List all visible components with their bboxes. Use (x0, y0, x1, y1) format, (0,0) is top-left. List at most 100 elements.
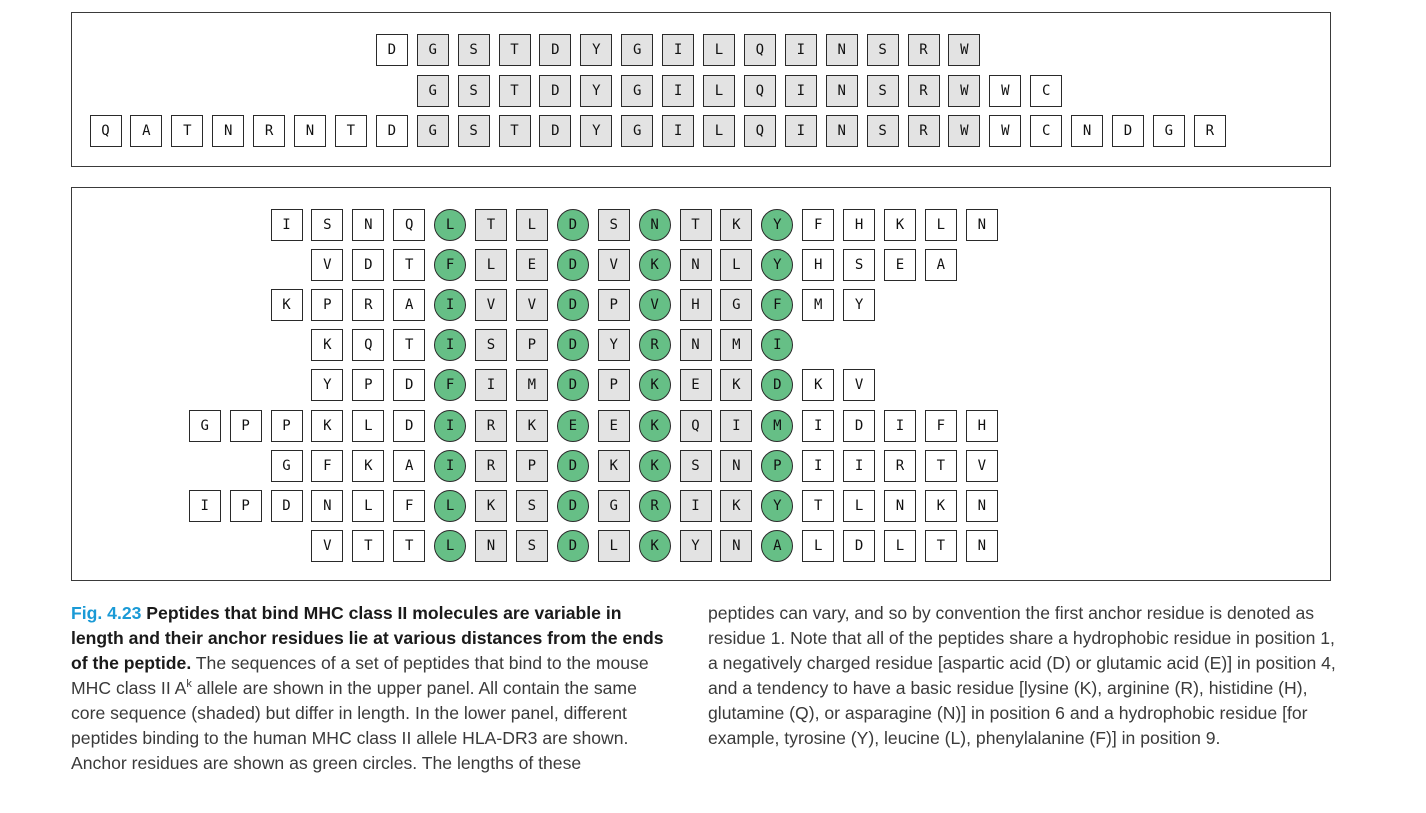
core-residue-cell: L (720, 248, 753, 281)
residue-cell: D (375, 33, 408, 66)
residue-cell: K (802, 369, 835, 402)
anchor-residue-circle: R (638, 489, 671, 522)
core-residue-cell: T (498, 74, 531, 107)
core-residue-cell: S (866, 74, 899, 107)
residue-cell: N (884, 489, 916, 522)
anchor-residue-circle: D (556, 489, 589, 522)
residue-cell: I (802, 409, 835, 442)
core-residue-cell: N (825, 114, 858, 147)
residue-cell: K (311, 329, 344, 362)
core-residue-cell: Y (580, 114, 613, 147)
residue-cell: K (924, 489, 957, 522)
core-residue-cell: V (597, 248, 630, 281)
anchor-residue-circle: L (434, 208, 467, 241)
residue-cell: G (1152, 114, 1185, 147)
figure-title: Peptides that bind MHC class II molecule… (71, 603, 664, 673)
core-residue-cell: G (597, 489, 630, 522)
residue-cell: V (843, 369, 876, 402)
residue-cell: D (393, 369, 426, 402)
core-residue-cell: K (515, 409, 548, 442)
figure-caption-right-column: peptides can vary, and so by convention … (708, 601, 1348, 751)
residue-cell: D (1112, 114, 1144, 147)
core-residue-cell: S (457, 74, 490, 107)
core-residue-cell: S (515, 530, 548, 563)
core-residue-cell: Q (743, 33, 776, 66)
core-residue-cell: H (679, 288, 712, 321)
core-residue-cell: N (720, 449, 753, 482)
core-residue-cell: I (662, 74, 695, 107)
residue-cell: A (924, 248, 957, 281)
anchor-residue-circle: F (434, 248, 467, 281)
core-residue-cell: V (515, 288, 548, 321)
core-residue-cell: G (416, 74, 449, 107)
core-residue-cell: D (539, 33, 572, 66)
residue-cell: R (884, 449, 916, 482)
core-residue-cell: E (515, 248, 548, 281)
residue-cell: I (802, 449, 835, 482)
residue-cell: L (884, 530, 916, 563)
caption-body-part2: allele are shown in the upper panel. All… (71, 678, 637, 773)
residue-cell: I (884, 409, 916, 442)
core-residue-cell: S (597, 208, 630, 241)
core-residue-cell: P (597, 369, 630, 402)
core-residue-cell: N (475, 530, 507, 563)
anchor-residue-circle: D (556, 369, 589, 402)
residue-cell: E (884, 248, 916, 281)
residue-cell: L (924, 208, 957, 241)
residue-cell: K (311, 409, 344, 442)
residue-cell: N (965, 530, 998, 563)
residue-cell: P (352, 369, 385, 402)
residue-cell: V (311, 248, 344, 281)
core-residue-cell: K (720, 369, 753, 402)
core-residue-cell: L (703, 33, 735, 66)
residue-cell: Y (843, 288, 876, 321)
core-residue-cell: L (703, 74, 735, 107)
anchor-residue-circle: D (556, 530, 589, 563)
core-residue-cell: W (948, 33, 981, 66)
allele-superscript: k (186, 678, 192, 691)
residue-cell: P (229, 489, 262, 522)
residue-cell: D (393, 409, 426, 442)
residue-cell: T (334, 114, 367, 147)
core-residue-cell: R (475, 449, 507, 482)
core-residue-cell: N (825, 74, 858, 107)
core-residue-cell: S (457, 114, 490, 147)
anchor-residue-circle: D (556, 449, 589, 482)
residue-cell: M (802, 288, 835, 321)
core-residue-cell: K (720, 489, 753, 522)
anchor-residue-circle: F (761, 288, 794, 321)
anchor-residue-circle: K (638, 449, 671, 482)
residue-cell: N (965, 208, 998, 241)
core-residue-cell: N (825, 33, 858, 66)
core-residue-cell: P (597, 288, 630, 321)
residue-cell: D (843, 409, 876, 442)
residue-cell: R (352, 288, 385, 321)
core-residue-cell: W (948, 74, 981, 107)
residue-cell: L (352, 489, 385, 522)
residue-cell: P (229, 409, 262, 442)
anchor-residue-circle: N (638, 208, 671, 241)
anchor-residue-circle: P (761, 449, 794, 482)
anchor-residue-circle: I (434, 409, 467, 442)
anchor-residue-circle: D (556, 288, 589, 321)
anchor-residue-circle: D (556, 329, 589, 362)
residue-cell: A (130, 114, 163, 147)
anchor-residue-circle: D (556, 248, 589, 281)
residue-cell: L (352, 409, 385, 442)
residue-cell: R (1193, 114, 1226, 147)
residue-cell: T (393, 329, 426, 362)
residue-cell: S (843, 248, 876, 281)
anchor-residue-circle: L (434, 530, 467, 563)
residue-cell: N (294, 114, 326, 147)
core-residue-cell: I (784, 74, 817, 107)
core-residue-cell: I (679, 489, 712, 522)
core-residue-cell: K (475, 489, 507, 522)
core-residue-cell: T (475, 208, 507, 241)
anchor-residue-circle: L (434, 489, 467, 522)
residue-cell: F (393, 489, 426, 522)
residue-cell: H (843, 208, 876, 241)
anchor-residue-circle: D (761, 369, 794, 402)
residue-cell: N (1071, 114, 1104, 147)
figure-caption-left-column: Fig. 4.23 Peptides that bind MHC class I… (71, 601, 671, 776)
